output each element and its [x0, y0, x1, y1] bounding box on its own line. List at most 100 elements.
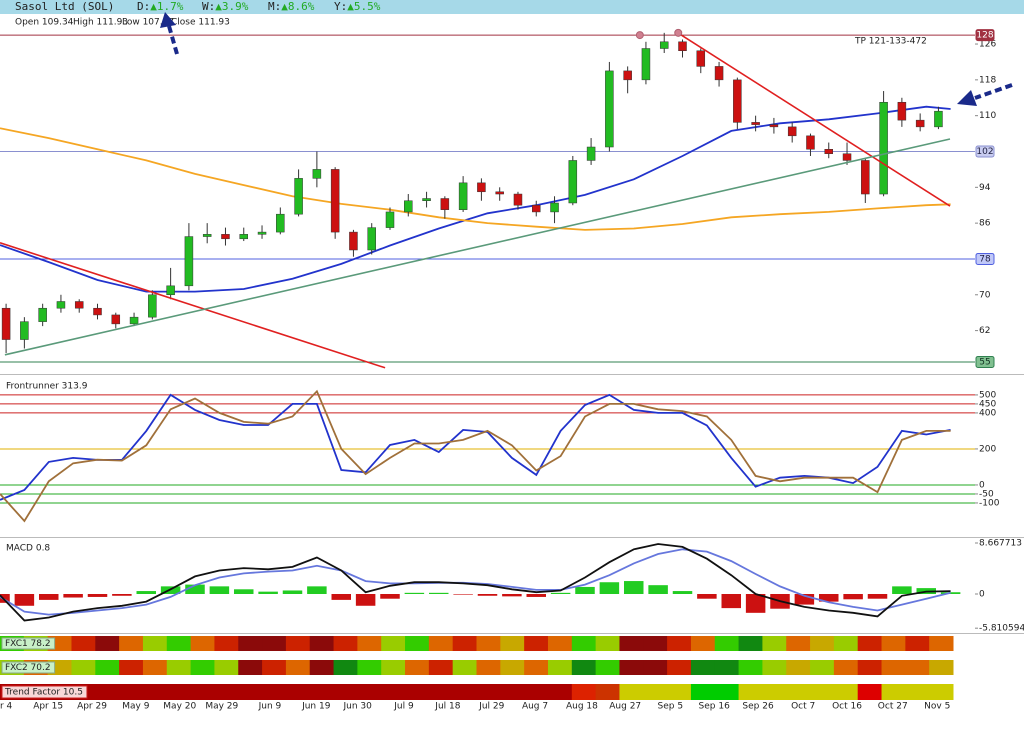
- y-tick-label: -5.810594: [979, 624, 1024, 634]
- heat-cell: [262, 636, 287, 651]
- heat-cell: [667, 660, 692, 675]
- x-tick-label: Jun 19: [301, 702, 331, 712]
- candle-body: [733, 79, 742, 123]
- candle-body: [605, 70, 614, 148]
- candle-body: [458, 182, 468, 210]
- heat-cell: [262, 684, 287, 700]
- info-close: Close 111.93: [171, 18, 230, 28]
- candle-body: [257, 231, 267, 235]
- heat-cell: [214, 684, 239, 700]
- y-tick-label: 450: [979, 399, 996, 409]
- histogram-bar: [648, 585, 668, 594]
- indicator-line: [0, 105, 951, 293]
- y-tick-label: 0: [979, 590, 985, 600]
- heat-cell: [119, 660, 144, 675]
- heat-cell: [762, 684, 787, 700]
- heat-cell: [643, 660, 668, 675]
- heat-cell: [690, 684, 716, 700]
- histogram-bar: [575, 586, 595, 594]
- histogram-bar: [819, 594, 839, 602]
- x-tick-label: Jun 30: [343, 702, 373, 712]
- level-box: [975, 252, 995, 265]
- candle-body: [239, 234, 248, 240]
- info-high: High 111.93: [73, 18, 128, 28]
- heat-cell: [95, 636, 120, 651]
- histogram-bar: [14, 594, 35, 606]
- x-tick-label: Aug 18: [566, 702, 598, 712]
- y-tick-label: 500: [979, 390, 996, 400]
- candle-body: [20, 321, 29, 340]
- heat-cell: [857, 684, 883, 700]
- heat-cell: [762, 660, 787, 675]
- indicator-line: [0, 393, 951, 501]
- x-tick-label: Apr 15: [33, 702, 63, 712]
- y-tick-label: 0: [979, 480, 985, 490]
- heat-cell: [738, 684, 763, 700]
- heat-cell: [571, 636, 597, 651]
- change-value: ▲8.6%: [281, 0, 314, 13]
- histogram-bar: [502, 594, 522, 597]
- heat-cell: [285, 684, 311, 700]
- heat-cell: [476, 660, 501, 675]
- heat-cell: [381, 684, 406, 700]
- header-title: Sasol Ltd (SOL): [15, 0, 114, 13]
- histogram-bar: [380, 594, 400, 599]
- x-tick-label: r 4: [0, 702, 13, 712]
- heat-cell: [619, 684, 644, 700]
- marker: [674, 28, 683, 37]
- x-tick-label: May 29: [205, 702, 238, 712]
- change-label: Y:: [334, 0, 347, 13]
- heat-cell: [690, 636, 716, 651]
- candle-body: [294, 178, 303, 215]
- heat-cell: [500, 660, 525, 675]
- histogram-bar: [87, 594, 108, 597]
- candle-body: [1, 307, 11, 340]
- strip-label-box: [1, 637, 56, 650]
- heat-cell: [476, 636, 501, 651]
- heat-cell: [881, 636, 906, 651]
- y-tick-label: -50: [979, 489, 994, 499]
- x-tick-label: Sep 26: [742, 702, 774, 712]
- candle-body: [330, 169, 340, 233]
- heat-cell: [71, 636, 96, 651]
- histogram-bar: [429, 592, 449, 594]
- heat-cell: [214, 660, 239, 675]
- candle-body: [202, 234, 212, 237]
- heat-cell: [929, 660, 954, 675]
- y-tick-label: 400: [979, 408, 996, 418]
- panel-title: MACD 0.8: [6, 544, 50, 554]
- header-change: M:▲8.6%: [268, 0, 315, 13]
- heat-cell: [714, 684, 740, 700]
- heat-cell: [929, 684, 954, 700]
- y-tick-label: 110: [979, 111, 996, 121]
- heat-cell: [905, 660, 930, 675]
- candle-body: [93, 307, 102, 316]
- heat-cell: [309, 684, 335, 700]
- annotation: TP 121-133-472: [854, 37, 927, 47]
- heat-cell: [238, 660, 263, 675]
- candle-body: [276, 213, 285, 233]
- histogram-bar: [745, 594, 766, 613]
- heat-cell: [643, 684, 668, 700]
- histogram-bar: [672, 591, 693, 594]
- histogram-bar: [721, 594, 741, 609]
- candle-body: [440, 198, 450, 210]
- candle-body: [38, 307, 47, 322]
- level-label: 78: [979, 254, 991, 264]
- candle-body: [74, 301, 84, 309]
- histogram-bar: [892, 586, 912, 594]
- candle-body: [148, 294, 157, 318]
- histogram-bar: [477, 594, 498, 596]
- indicator-line: [0, 543, 951, 622]
- heat-cell: [405, 636, 430, 651]
- heat-cell: [262, 660, 287, 675]
- heat-cell: [166, 636, 192, 651]
- y-tick-label: 94: [979, 183, 991, 193]
- heat-cell: [95, 660, 120, 675]
- histogram-bar: [404, 592, 425, 594]
- level-label: 102: [976, 147, 993, 157]
- heat-cell: [905, 636, 930, 651]
- arrow: [160, 12, 1013, 106]
- change-label: W:: [202, 0, 215, 13]
